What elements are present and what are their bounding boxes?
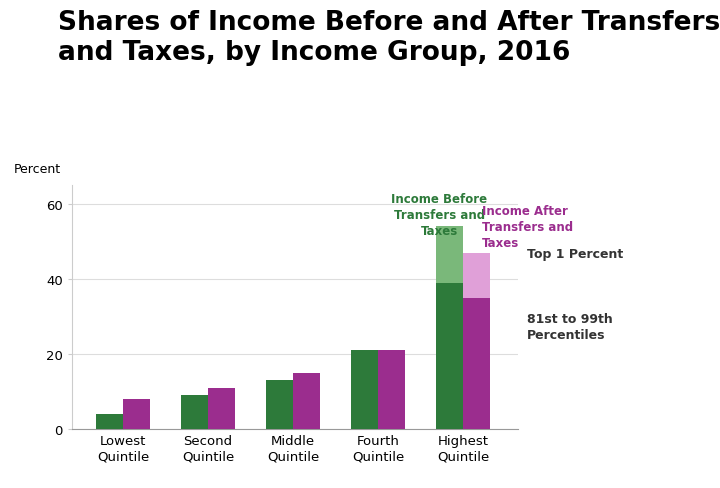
Bar	[351, 350, 378, 429]
Text: Income Before
Transfers and
Taxes: Income Before Transfers and Taxes	[391, 193, 487, 238]
Text: Top 1 Percent: Top 1 Percent	[527, 247, 624, 260]
Bar	[436, 227, 463, 283]
Text: Income After
Transfers and
Taxes: Income After Transfers and Taxes	[482, 204, 573, 249]
Bar	[436, 283, 463, 429]
Bar	[293, 373, 320, 429]
Bar	[208, 388, 235, 429]
Bar	[181, 396, 208, 429]
Text: 81st to 99th
Percentiles: 81st to 99th Percentiles	[527, 312, 613, 342]
Bar	[266, 381, 293, 429]
Bar	[378, 350, 405, 429]
Bar	[463, 253, 490, 298]
Text: Percent: Percent	[14, 163, 61, 176]
Bar	[123, 399, 150, 429]
Bar	[96, 414, 123, 429]
Text: Shares of Income Before and After Transfers
and Taxes, by Income Group, 2016: Shares of Income Before and After Transf…	[58, 10, 720, 66]
Bar	[463, 298, 490, 429]
